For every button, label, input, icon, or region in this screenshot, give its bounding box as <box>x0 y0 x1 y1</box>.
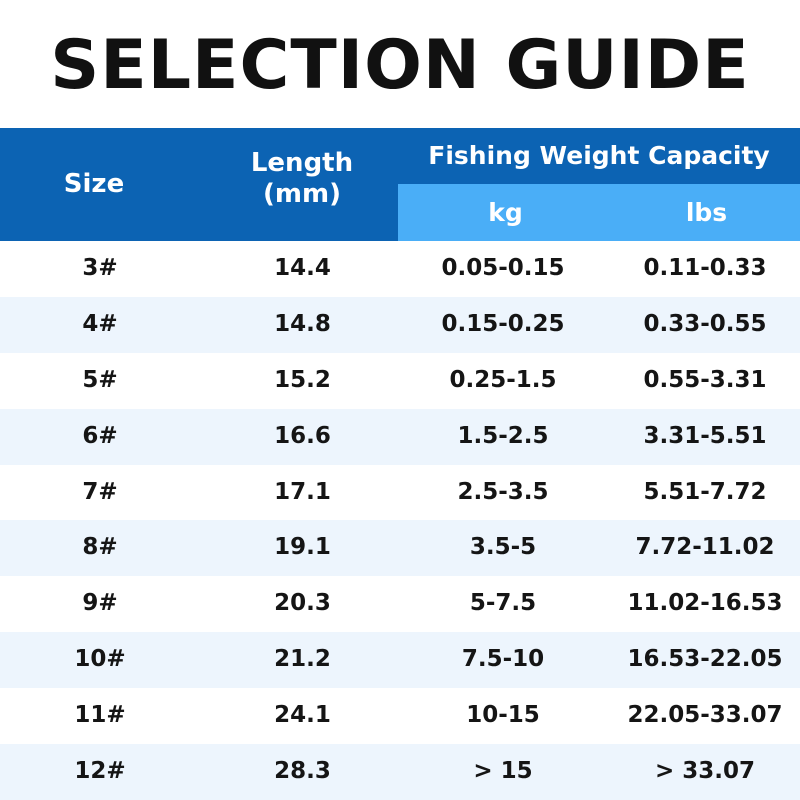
cell-length: 16.6 <box>274 422 331 449</box>
cell-length: 19.1 <box>274 534 331 561</box>
cell-size: 10# <box>74 646 126 673</box>
table-body: 3# 14.4 0.05-0.15 0.11-0.33 4# 14.8 0.15… <box>0 241 800 800</box>
cell-length: 21.2 <box>274 646 331 673</box>
cell-kg: 3.5-5 <box>469 534 537 561</box>
cell-kg: > 15 <box>473 758 533 785</box>
header-size: Size <box>63 169 125 199</box>
table-row: 9# 20.3 5-7.5 11.02-16.53 <box>0 576 800 632</box>
cell-kg: 0.05-0.15 <box>441 255 565 281</box>
table-row: 8# 19.1 3.5-5 7.72-11.02 <box>0 520 800 577</box>
table-row: 3# 14.4 0.05-0.15 0.11-0.33 <box>0 241 800 297</box>
cell-kg: 5-7.5 <box>469 590 537 617</box>
cell-lbs: 0.11-0.33 <box>643 255 767 281</box>
cell-size: 12# <box>74 758 126 785</box>
cell-size: 11# <box>74 702 126 729</box>
table-row: 7# 17.1 2.5-3.5 5.51-7.72 <box>0 465 800 521</box>
table-row: 10# 21.2 7.5-10 16.53-22.05 <box>0 632 800 689</box>
cell-length: 14.4 <box>274 255 331 281</box>
header-capacity: Fishing Weight Capacity <box>428 141 770 170</box>
cell-lbs: 7.72-11.02 <box>635 534 775 561</box>
table-header: Size Length (mm) Fishing Weight Capacity… <box>0 128 800 241</box>
table-row: 11# 24.1 10-15 22.05-33.07 <box>0 688 800 744</box>
header-lbs: lbs <box>685 198 728 227</box>
cell-size: 8# <box>82 534 118 561</box>
table-row: 5# 15.2 0.25-1.5 0.55-3.31 <box>0 353 800 409</box>
header-length: Length (mm) <box>202 148 402 210</box>
cell-size: 3# <box>82 255 118 281</box>
cell-kg: 7.5-10 <box>461 646 545 673</box>
cell-lbs: 0.33-0.55 <box>643 310 767 337</box>
cell-lbs: 3.31-5.51 <box>643 422 767 449</box>
cell-length: 28.3 <box>274 758 331 785</box>
cell-lbs: 22.05-33.07 <box>627 702 783 729</box>
cell-length: 24.1 <box>274 702 331 729</box>
cell-kg: 0.15-0.25 <box>441 310 565 337</box>
cell-size: 7# <box>82 478 118 505</box>
cell-size: 6# <box>82 422 118 449</box>
cell-kg: 10-15 <box>466 702 540 729</box>
cell-length: 20.3 <box>274 590 331 617</box>
cell-kg: 0.25-1.5 <box>449 366 557 393</box>
cell-kg: 1.5-2.5 <box>457 422 549 449</box>
cell-lbs: 5.51-7.72 <box>643 478 767 505</box>
cell-length: 14.8 <box>274 310 331 337</box>
cell-lbs: 16.53-22.05 <box>627 646 783 673</box>
cell-lbs: 0.55-3.31 <box>643 366 767 393</box>
cell-size: 4# <box>82 310 118 337</box>
cell-lbs: 11.02-16.53 <box>627 590 783 617</box>
header-subrow: kg lbs <box>398 184 800 241</box>
cell-length: 15.2 <box>274 366 331 393</box>
table-row: 6# 16.6 1.5-2.5 3.31-5.51 <box>0 408 800 465</box>
header-length-line2: (mm) <box>263 179 341 209</box>
header-kg: kg <box>488 198 523 227</box>
cell-kg: 2.5-3.5 <box>457 478 549 505</box>
table-row: 4# 14.8 0.15-0.25 0.33-0.55 <box>0 296 800 353</box>
header-length-line1: Length <box>250 148 354 178</box>
cell-size: 5# <box>82 366 118 393</box>
table-row: 12# 28.3 > 15 > 33.07 <box>0 744 800 800</box>
page-title: SELECTION GUIDE <box>50 26 750 105</box>
cell-lbs: > 33.07 <box>654 758 756 785</box>
cell-size: 9# <box>82 590 118 617</box>
cell-length: 17.1 <box>274 478 331 505</box>
